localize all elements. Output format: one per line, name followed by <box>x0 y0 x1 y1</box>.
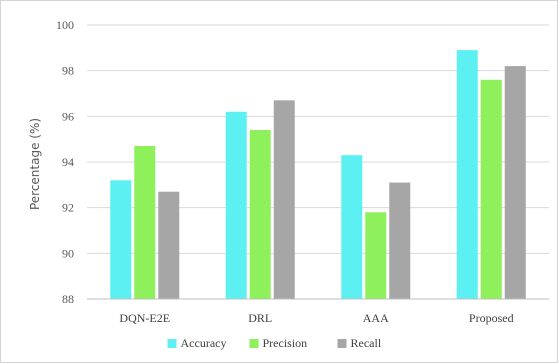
legend-swatch-precision <box>249 339 259 348</box>
bar-precision-proposed <box>480 79 502 299</box>
y-tick-label: 88 <box>62 292 74 306</box>
y-tick-label: 90 <box>62 246 74 260</box>
y-tick-label: 92 <box>62 201 74 215</box>
y-axis-title: Percentage (%) <box>28 118 42 210</box>
legend-label-recall: Recall <box>351 336 382 350</box>
x-category-label: DRL <box>248 311 272 325</box>
y-tick-label: 100 <box>56 18 74 32</box>
bar-precision-dqn-e2e <box>134 146 156 299</box>
legend: Accuracy Precision Recall <box>167 336 382 350</box>
bars <box>110 50 526 300</box>
y-tick-label: 96 <box>62 109 74 123</box>
x-category-label: Proposed <box>469 311 514 325</box>
legend-swatch-recall <box>337 339 347 348</box>
y-tick-labels: 88 90 92 94 96 98 100 <box>56 18 74 306</box>
bar-accuracy-proposed <box>456 50 478 299</box>
bar-accuracy-drl <box>225 111 247 300</box>
legend-swatch-accuracy <box>167 339 177 348</box>
legend-label-accuracy: Accuracy <box>181 336 227 350</box>
x-category-label: AAA <box>363 311 389 325</box>
bar-recall-proposed <box>504 66 526 299</box>
bar-precision-aaa <box>365 212 387 299</box>
bar-recall-aaa <box>389 182 411 299</box>
bar-precision-drl <box>249 130 271 299</box>
legend-label-precision: Precision <box>263 336 308 350</box>
bar-recall-dqn-e2e <box>158 191 180 299</box>
gridlines <box>87 24 549 254</box>
bar-recall-drl <box>273 100 295 299</box>
y-tick-label: 94 <box>62 155 74 169</box>
bar-accuracy-dqn-e2e <box>110 180 132 299</box>
y-tick-label: 98 <box>62 64 74 78</box>
x-category-label: DQN-E2E <box>119 311 170 325</box>
bar-accuracy-aaa <box>341 155 363 299</box>
x-category-labels: DQN-E2E DRL AAA Proposed <box>119 311 513 325</box>
